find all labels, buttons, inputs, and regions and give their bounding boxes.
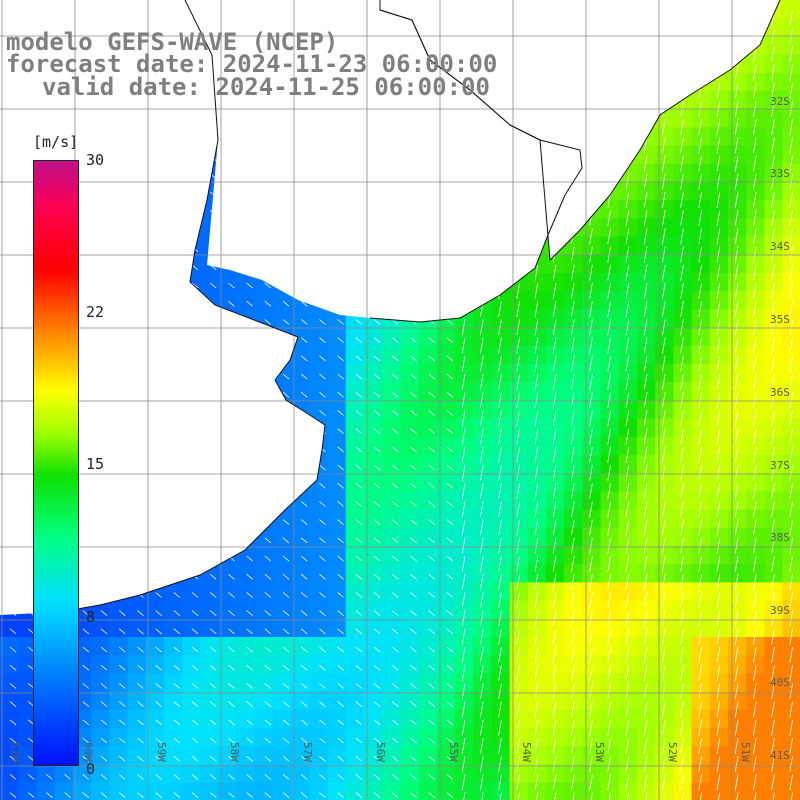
- lat-label-35s: 35S: [770, 313, 790, 326]
- lon-label-60w: 60W: [82, 742, 95, 762]
- lat-label-41s: 41S: [770, 749, 790, 762]
- coastline-brazil: [379, 0, 781, 262]
- lat-label-34s: 34S: [770, 240, 790, 253]
- lon-label-61w: 61W: [9, 742, 22, 762]
- colorbar-tick-22: 22: [86, 303, 105, 321]
- colorbar-tick-15: 15: [86, 455, 105, 473]
- lon-label-55w: 55W: [447, 742, 460, 762]
- forecast-date-label: forecast date: 2024-11-23 06:00:00: [6, 50, 498, 78]
- lon-label-59w: 59W: [155, 742, 168, 762]
- lon-label-53w: 53W: [593, 742, 606, 762]
- land-uruguay: [185, 0, 582, 322]
- lon-label-56w: 56W: [374, 742, 387, 762]
- lon-label-57w: 57W: [301, 742, 314, 762]
- coastline-argentina: [59, 0, 326, 613]
- lon-label-52w: 52W: [666, 742, 679, 762]
- colorbar-unit: [m/s]: [33, 133, 79, 151]
- lat-label-33s: 33S: [770, 167, 790, 180]
- lat-label-38s: 38S: [770, 531, 790, 544]
- land-brazil: [380, 0, 780, 260]
- lat-label-37s: 37S: [770, 459, 790, 472]
- lon-label-51w: 51W: [739, 742, 752, 762]
- model-title: modelo GEFS-WAVE (NCEP): [6, 28, 339, 56]
- colorbar-tick-8: 8: [86, 608, 96, 626]
- lat-label-32s: 32S: [770, 95, 790, 108]
- colorbar-tick-0: 0: [86, 760, 96, 778]
- lat-label-39s: 39S: [770, 604, 790, 617]
- lat-label-36s: 36S: [770, 386, 790, 399]
- lon-label-58w: 58W: [228, 742, 241, 762]
- lon-label-54w: 54W: [520, 742, 533, 762]
- coastline: [59, 0, 781, 613]
- lat-label-40s: 40S: [770, 676, 790, 689]
- land-mass: [0, 0, 780, 615]
- land-argentina: [0, 0, 325, 615]
- colorbar: [33, 160, 79, 766]
- valid-date-label: valid date: 2024-11-25 06:00:00: [42, 73, 490, 101]
- colorbar-tick-30: 30: [86, 151, 105, 169]
